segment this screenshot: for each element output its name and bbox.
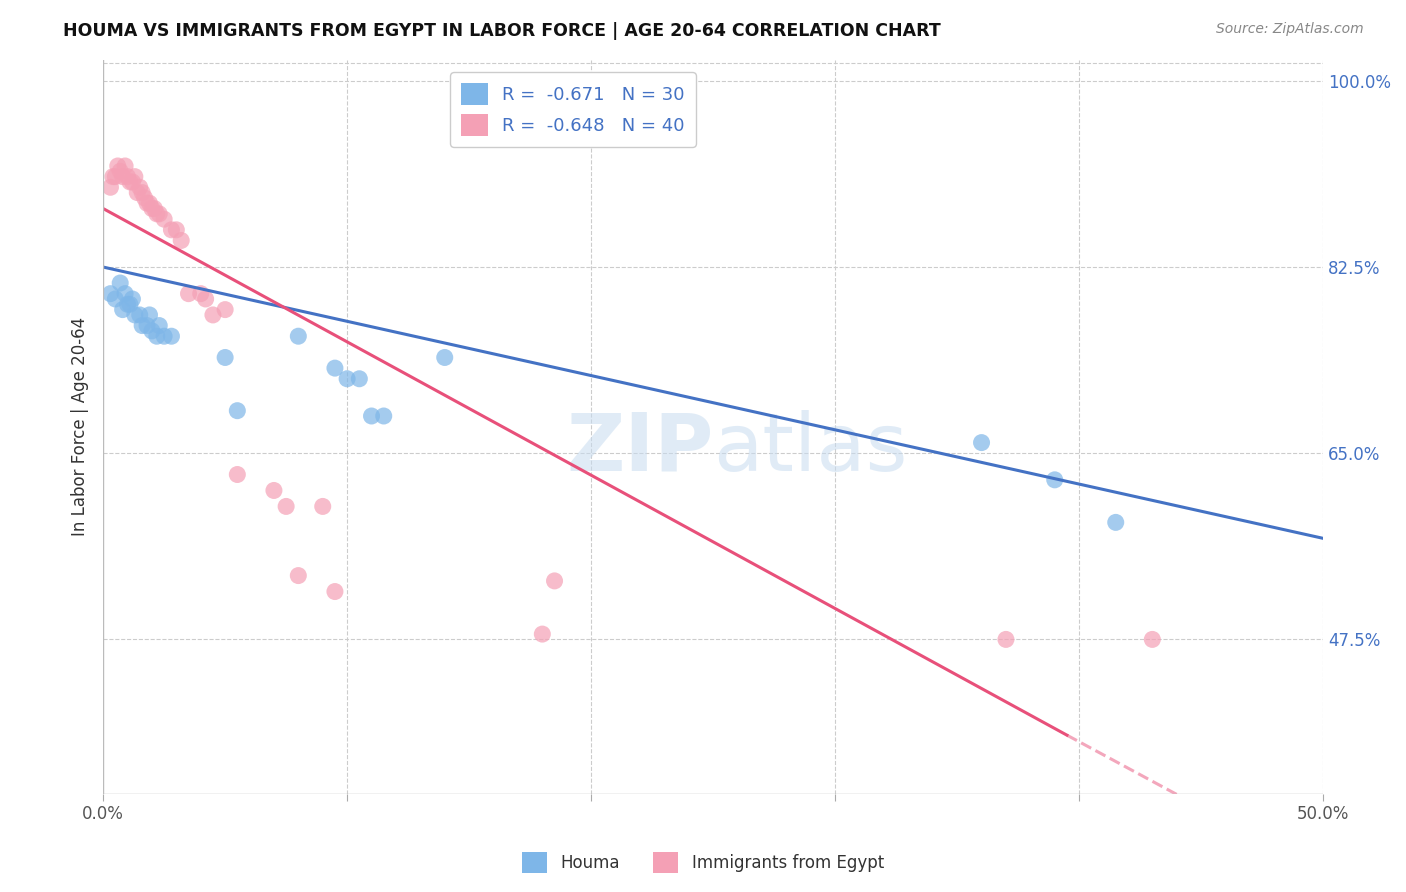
Point [104, 292, 127, 306]
Point [531, 627, 554, 641]
Point [141, 202, 163, 216]
Point [121, 292, 143, 306]
Point [1043, 473, 1066, 487]
Point [201, 308, 224, 322]
Point [146, 329, 169, 343]
Point [165, 223, 187, 237]
Point [131, 318, 153, 333]
Point [108, 276, 131, 290]
Point [114, 286, 136, 301]
Point [214, 302, 236, 317]
Point [160, 223, 183, 237]
Point [312, 500, 335, 514]
Point [121, 175, 143, 189]
Point [141, 324, 163, 338]
Point [336, 372, 359, 386]
Point [349, 372, 371, 386]
Point [136, 318, 159, 333]
Point [287, 329, 309, 343]
Point [100, 286, 122, 301]
Text: Source: ZipAtlas.com: Source: ZipAtlas.com [1216, 22, 1364, 37]
Point [226, 467, 249, 482]
Text: atlas: atlas [713, 409, 907, 488]
Point [148, 318, 170, 333]
Point [108, 164, 131, 178]
Point [146, 207, 169, 221]
Point [153, 329, 176, 343]
Point [263, 483, 285, 498]
Point [433, 351, 456, 365]
Point [994, 632, 1017, 647]
Point [101, 169, 124, 184]
Point [100, 180, 122, 194]
Point [111, 302, 134, 317]
Point [160, 329, 183, 343]
Point [190, 286, 212, 301]
Point [128, 180, 150, 194]
Point [170, 234, 193, 248]
Point [323, 584, 346, 599]
Point [360, 409, 382, 423]
Point [128, 308, 150, 322]
Point [323, 361, 346, 376]
Point [134, 191, 156, 205]
Point [177, 286, 200, 301]
Point [194, 292, 217, 306]
Text: ZIP: ZIP [565, 409, 713, 488]
Point [136, 196, 159, 211]
Legend: Houma, Immigrants from Egypt: Houma, Immigrants from Egypt [516, 846, 890, 880]
Point [114, 159, 136, 173]
Point [226, 403, 249, 417]
Text: HOUMA VS IMMIGRANTS FROM EGYPT IN LABOR FORCE | AGE 20-64 CORRELATION CHART: HOUMA VS IMMIGRANTS FROM EGYPT IN LABOR … [63, 22, 941, 40]
Point [373, 409, 395, 423]
Point [104, 169, 127, 184]
Point [118, 175, 141, 189]
Point [143, 202, 166, 216]
Point [543, 574, 565, 588]
Point [1105, 516, 1128, 530]
Point [970, 435, 993, 450]
Point [214, 351, 236, 365]
Point [117, 169, 139, 184]
Point [111, 169, 134, 184]
Point [148, 207, 170, 221]
Point [287, 568, 309, 582]
Point [1142, 632, 1164, 647]
Point [153, 212, 176, 227]
Point [127, 186, 149, 200]
Point [118, 297, 141, 311]
Legend: R =  -0.671   N = 30, R =  -0.648   N = 40: R = -0.671 N = 30, R = -0.648 N = 40 [450, 72, 696, 147]
Point [117, 297, 139, 311]
Point [138, 308, 160, 322]
Point [107, 159, 129, 173]
Point [124, 308, 146, 322]
Point [124, 169, 146, 184]
Point [138, 196, 160, 211]
Point [276, 500, 298, 514]
Point [131, 186, 153, 200]
Y-axis label: In Labor Force | Age 20-64: In Labor Force | Age 20-64 [72, 317, 89, 536]
